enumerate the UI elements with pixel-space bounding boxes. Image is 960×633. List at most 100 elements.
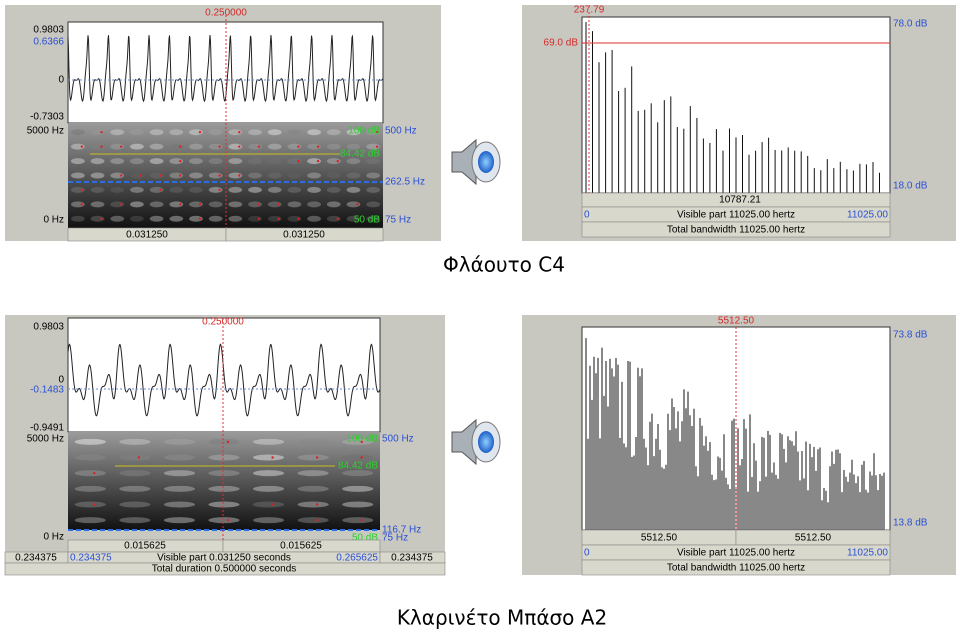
- cursor-time: 0.250000: [205, 8, 247, 19]
- spectrogram-blob: [366, 172, 381, 179]
- spectrogram-blob: [90, 143, 105, 150]
- spectrogram-blob: [189, 215, 203, 222]
- formant-dot: [218, 174, 221, 177]
- spectrogram-blob: [110, 186, 125, 193]
- flute-spectrum: 237.79 69.0 dB 78.0 dB 18.0 dB 10787.21 …: [522, 5, 956, 241]
- freq-min: 0 Hz: [43, 215, 64, 226]
- spectrogram-blob: [342, 517, 374, 524]
- spectrogram-blob: [208, 485, 240, 492]
- total-bandwidth: Total bandwidth 11025.00 hertz: [667, 225, 805, 236]
- speaker-icon[interactable]: [451, 138, 501, 186]
- spectrogram-blob: [248, 129, 262, 136]
- total-bar[interactable]: [4, 562, 446, 576]
- spectrogram-blob: [74, 438, 106, 445]
- amp-min: -0.9491: [30, 423, 64, 434]
- waveform: [67, 343, 381, 417]
- spectrogram-blob: [149, 201, 164, 208]
- spectrogram-blob: [74, 501, 106, 508]
- freq-max: 5000 Hz: [27, 434, 64, 445]
- spectrogram-blob: [208, 143, 223, 150]
- formant-dot: [336, 159, 339, 163]
- spectrogram-blob: [366, 186, 381, 193]
- amp-min: -0.7303: [30, 112, 64, 123]
- formant-dot: [297, 217, 300, 220]
- spectrogram-blob: [208, 172, 223, 179]
- spectrogram-blob: [110, 158, 125, 165]
- spectrogram-blob: [110, 172, 125, 179]
- formant-dot: [120, 174, 123, 177]
- formant-dot: [198, 217, 202, 220]
- spectrogram-blob: [189, 201, 203, 208]
- spectrogram-blob: [149, 186, 164, 193]
- spectrogram-blob: [90, 215, 105, 222]
- visible-part: Visible part 0.031250 seconds: [157, 553, 291, 564]
- spectrogram-blob: [342, 438, 374, 445]
- spectrogram-blob: [228, 186, 243, 193]
- right-part: 5512.50: [795, 533, 832, 544]
- db-min: 18.0 dB: [893, 181, 928, 192]
- cursor-freq: 5512.50: [718, 316, 755, 327]
- spectrogram-blob: [70, 143, 85, 150]
- spectrogram-blob: [248, 215, 262, 222]
- total-bar[interactable]: [581, 221, 891, 238]
- spectrogram-blob: [267, 129, 282, 136]
- freq-min: 0: [584, 210, 590, 221]
- total-bar[interactable]: [581, 559, 891, 576]
- caption: Φλάουτο C4: [443, 253, 565, 277]
- spectrogram-blob: [307, 186, 321, 193]
- formant-dot: [198, 203, 202, 206]
- visible-end: 0.265625: [336, 553, 378, 564]
- formant-dot: [93, 471, 96, 475]
- pitch: 116.7 Hz: [382, 525, 421, 536]
- spectrogram-blob: [208, 501, 240, 508]
- spectrogram-blob: [163, 517, 196, 524]
- formant-dot: [375, 145, 379, 148]
- spectrogram-blob: [287, 129, 302, 136]
- formant-dot: [80, 188, 84, 192]
- formant-dot: [238, 131, 241, 134]
- clarinet-spectrum: 5512.50 73.8 dB 13.8 dB 5512.50 5512.50 …: [522, 315, 956, 576]
- spectrogram-blob: [208, 186, 223, 193]
- amp-max: 0.9803: [33, 25, 64, 36]
- formant-dot: [137, 456, 141, 459]
- formant-dot: [316, 145, 320, 148]
- spectrogram-blob: [287, 158, 302, 165]
- waveform: [67, 34, 384, 103]
- spectrogram-blob: [208, 438, 240, 445]
- db-min: 50 dB: [354, 215, 380, 226]
- speaker-icon[interactable]: [451, 418, 501, 466]
- formant-dot: [336, 217, 339, 220]
- formant-dot: [120, 203, 123, 206]
- spectrogram-blob: [267, 186, 282, 193]
- spectrogram-blob: [307, 201, 321, 208]
- formant-dot: [257, 203, 261, 206]
- spectrogram-blob: [169, 129, 184, 136]
- spectrogram-blob: [163, 501, 196, 508]
- spectrogram-blob: [342, 470, 374, 477]
- formant-dot: [226, 518, 230, 522]
- right-duration: 0.015625: [280, 541, 322, 552]
- spectrogram-blob: [326, 143, 341, 150]
- spectrogram-blob: [287, 186, 302, 193]
- spectrogram-blob: [163, 454, 196, 461]
- formant-dot: [218, 145, 221, 148]
- spectrogram-blob: [70, 172, 85, 179]
- intensity: 84.42 dB: [338, 461, 378, 472]
- db-min: 13.8 dB: [893, 518, 928, 529]
- spectrogram-blob: [70, 186, 85, 193]
- spectrogram-blob: [342, 501, 374, 508]
- total-duration: Total duration 0.500000 seconds: [152, 564, 297, 575]
- freq-max: 11025.00: [847, 210, 888, 221]
- formant-dot: [100, 217, 103, 220]
- visible-part: Visible part 11025.00 hertz: [677, 548, 795, 559]
- spectrogram-blob: [208, 129, 223, 136]
- formant-dot: [218, 188, 221, 192]
- spectrogram-blob: [130, 201, 144, 208]
- spectrogram-blob: [297, 501, 329, 508]
- spectrogram-blob: [346, 186, 361, 193]
- pitch-min: 75 Hz: [382, 533, 408, 544]
- freq-max: 5000 Hz: [27, 126, 64, 137]
- spectrogram-blob: [228, 158, 243, 165]
- formant-dot: [360, 518, 363, 522]
- duration-bar[interactable]: [225, 227, 384, 242]
